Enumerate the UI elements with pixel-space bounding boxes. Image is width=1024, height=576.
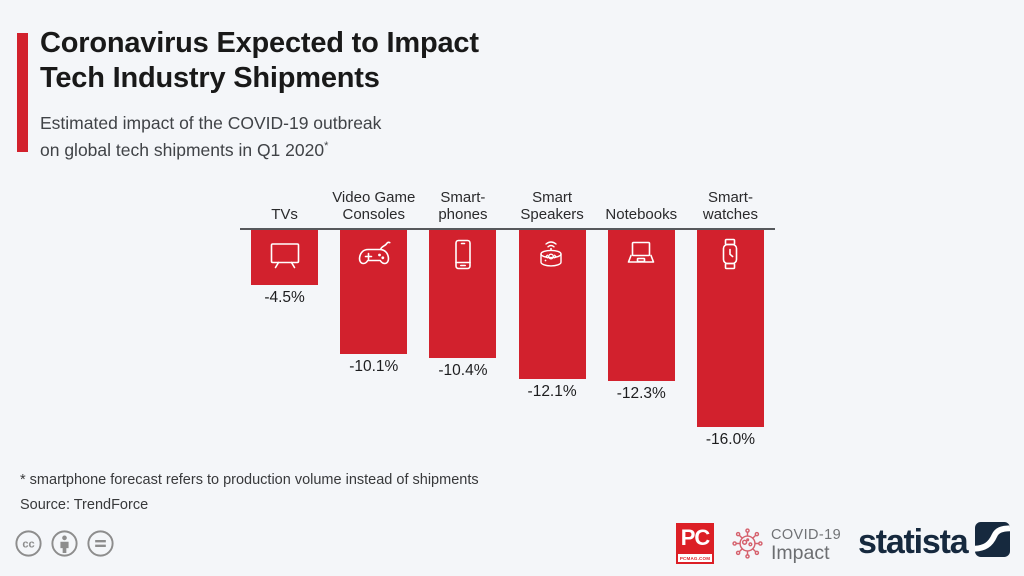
statista-wordmark: statista [858, 522, 969, 561]
pcmag-wordmark: PC [680, 525, 711, 550]
statista-icon [975, 522, 1011, 562]
pcmag-logo[interactable]: PC PCMAG.COM [676, 523, 714, 564]
bar-notebooks [607, 230, 675, 381]
bar-column-video-game-consoles: -10.1% [329, 230, 418, 376]
tv-icon [267, 230, 303, 278]
covid-badge-line1: COVID-19 [771, 527, 842, 543]
category-label-tvs: TVs [271, 205, 298, 223]
bar-value-label-smartwatches: -16.0% [705, 431, 755, 448]
virus-icon [731, 527, 764, 565]
bar-smartwatches [696, 230, 764, 427]
chart-subtitle: Estimated impact of the COVID-19 outbrea… [40, 112, 381, 161]
bar-column-tvs: -4.5% [240, 230, 329, 307]
covid-impact-badge: COVID-19 Impact [731, 527, 841, 565]
category-label-notebooks: Notebooks [605, 205, 678, 223]
subtitle-footnote-marker: * [324, 139, 329, 152]
bar-video-game-consoles [340, 230, 408, 354]
bar-column-notebooks: -12.3% [597, 230, 686, 403]
bar-row: -4.5% -10.1% -10.4% -12.1% -12.3% -16.0% [240, 230, 775, 449]
pcmag-caption: PCMAG.COM [678, 554, 712, 562]
bar-value-label-smart-speakers: -12.1% [527, 383, 577, 400]
category-label-smart-speakers: Smart Speakers [520, 189, 584, 223]
chart-baseline [240, 228, 775, 230]
bar-column-smartwatches: -16.0% [686, 230, 775, 449]
source-line: Source: TrendForce [20, 497, 149, 513]
category-label-smartwatches: Smart-watches [702, 189, 758, 223]
footnote: * smartphone forecast refers to producti… [20, 472, 479, 488]
smartwatch-icon [712, 230, 748, 278]
notebook-icon [623, 230, 659, 278]
bar-value-label-tvs: -4.5% [264, 289, 305, 306]
chart-title: Coronavirus Expected to Impact Tech Indu… [40, 27, 479, 94]
cc-license-badges: cc [13, 528, 116, 559]
bar-column-smartphones: -10.4% [418, 230, 507, 380]
smartphone-icon [445, 230, 481, 278]
bar-tvs [251, 230, 319, 285]
cc-icon[interactable]: cc [13, 528, 44, 559]
bar-smartphones [429, 230, 497, 358]
title-accent-bar [17, 33, 28, 152]
bar-chart: TVs Video Game Consoles Smart-phones Smart Sp… [240, 186, 775, 449]
bar-value-label-smartphones: -10.4% [438, 362, 488, 379]
bar-value-label-video-game-consoles: -10.1% [349, 358, 399, 375]
bar-column-smart-speakers: -12.1% [508, 230, 597, 401]
cc-nd-icon[interactable] [85, 528, 116, 559]
category-label-smartphones: Smart-phones [438, 189, 488, 223]
category-label-row: TVs Video Game Consoles Smart-phones Smart Sp… [240, 186, 775, 228]
bar-smart-speakers [518, 230, 586, 379]
covid-badge-line2: Impact [771, 542, 830, 564]
game-controller-icon [356, 230, 392, 278]
covid-badge-text: COVID-19 Impact [771, 528, 841, 564]
smart-speaker-icon [534, 230, 570, 278]
svg-text:cc: cc [22, 538, 34, 550]
chart-subtitle-text: Estimated impact of the COVID-19 outbrea… [40, 113, 382, 160]
category-label-video-game-consoles: Video Game Consoles [332, 189, 416, 223]
bar-value-label-notebooks: -12.3% [616, 385, 666, 402]
statista-logo[interactable]: statista [858, 522, 1011, 562]
cc-by-icon[interactable] [49, 528, 80, 559]
